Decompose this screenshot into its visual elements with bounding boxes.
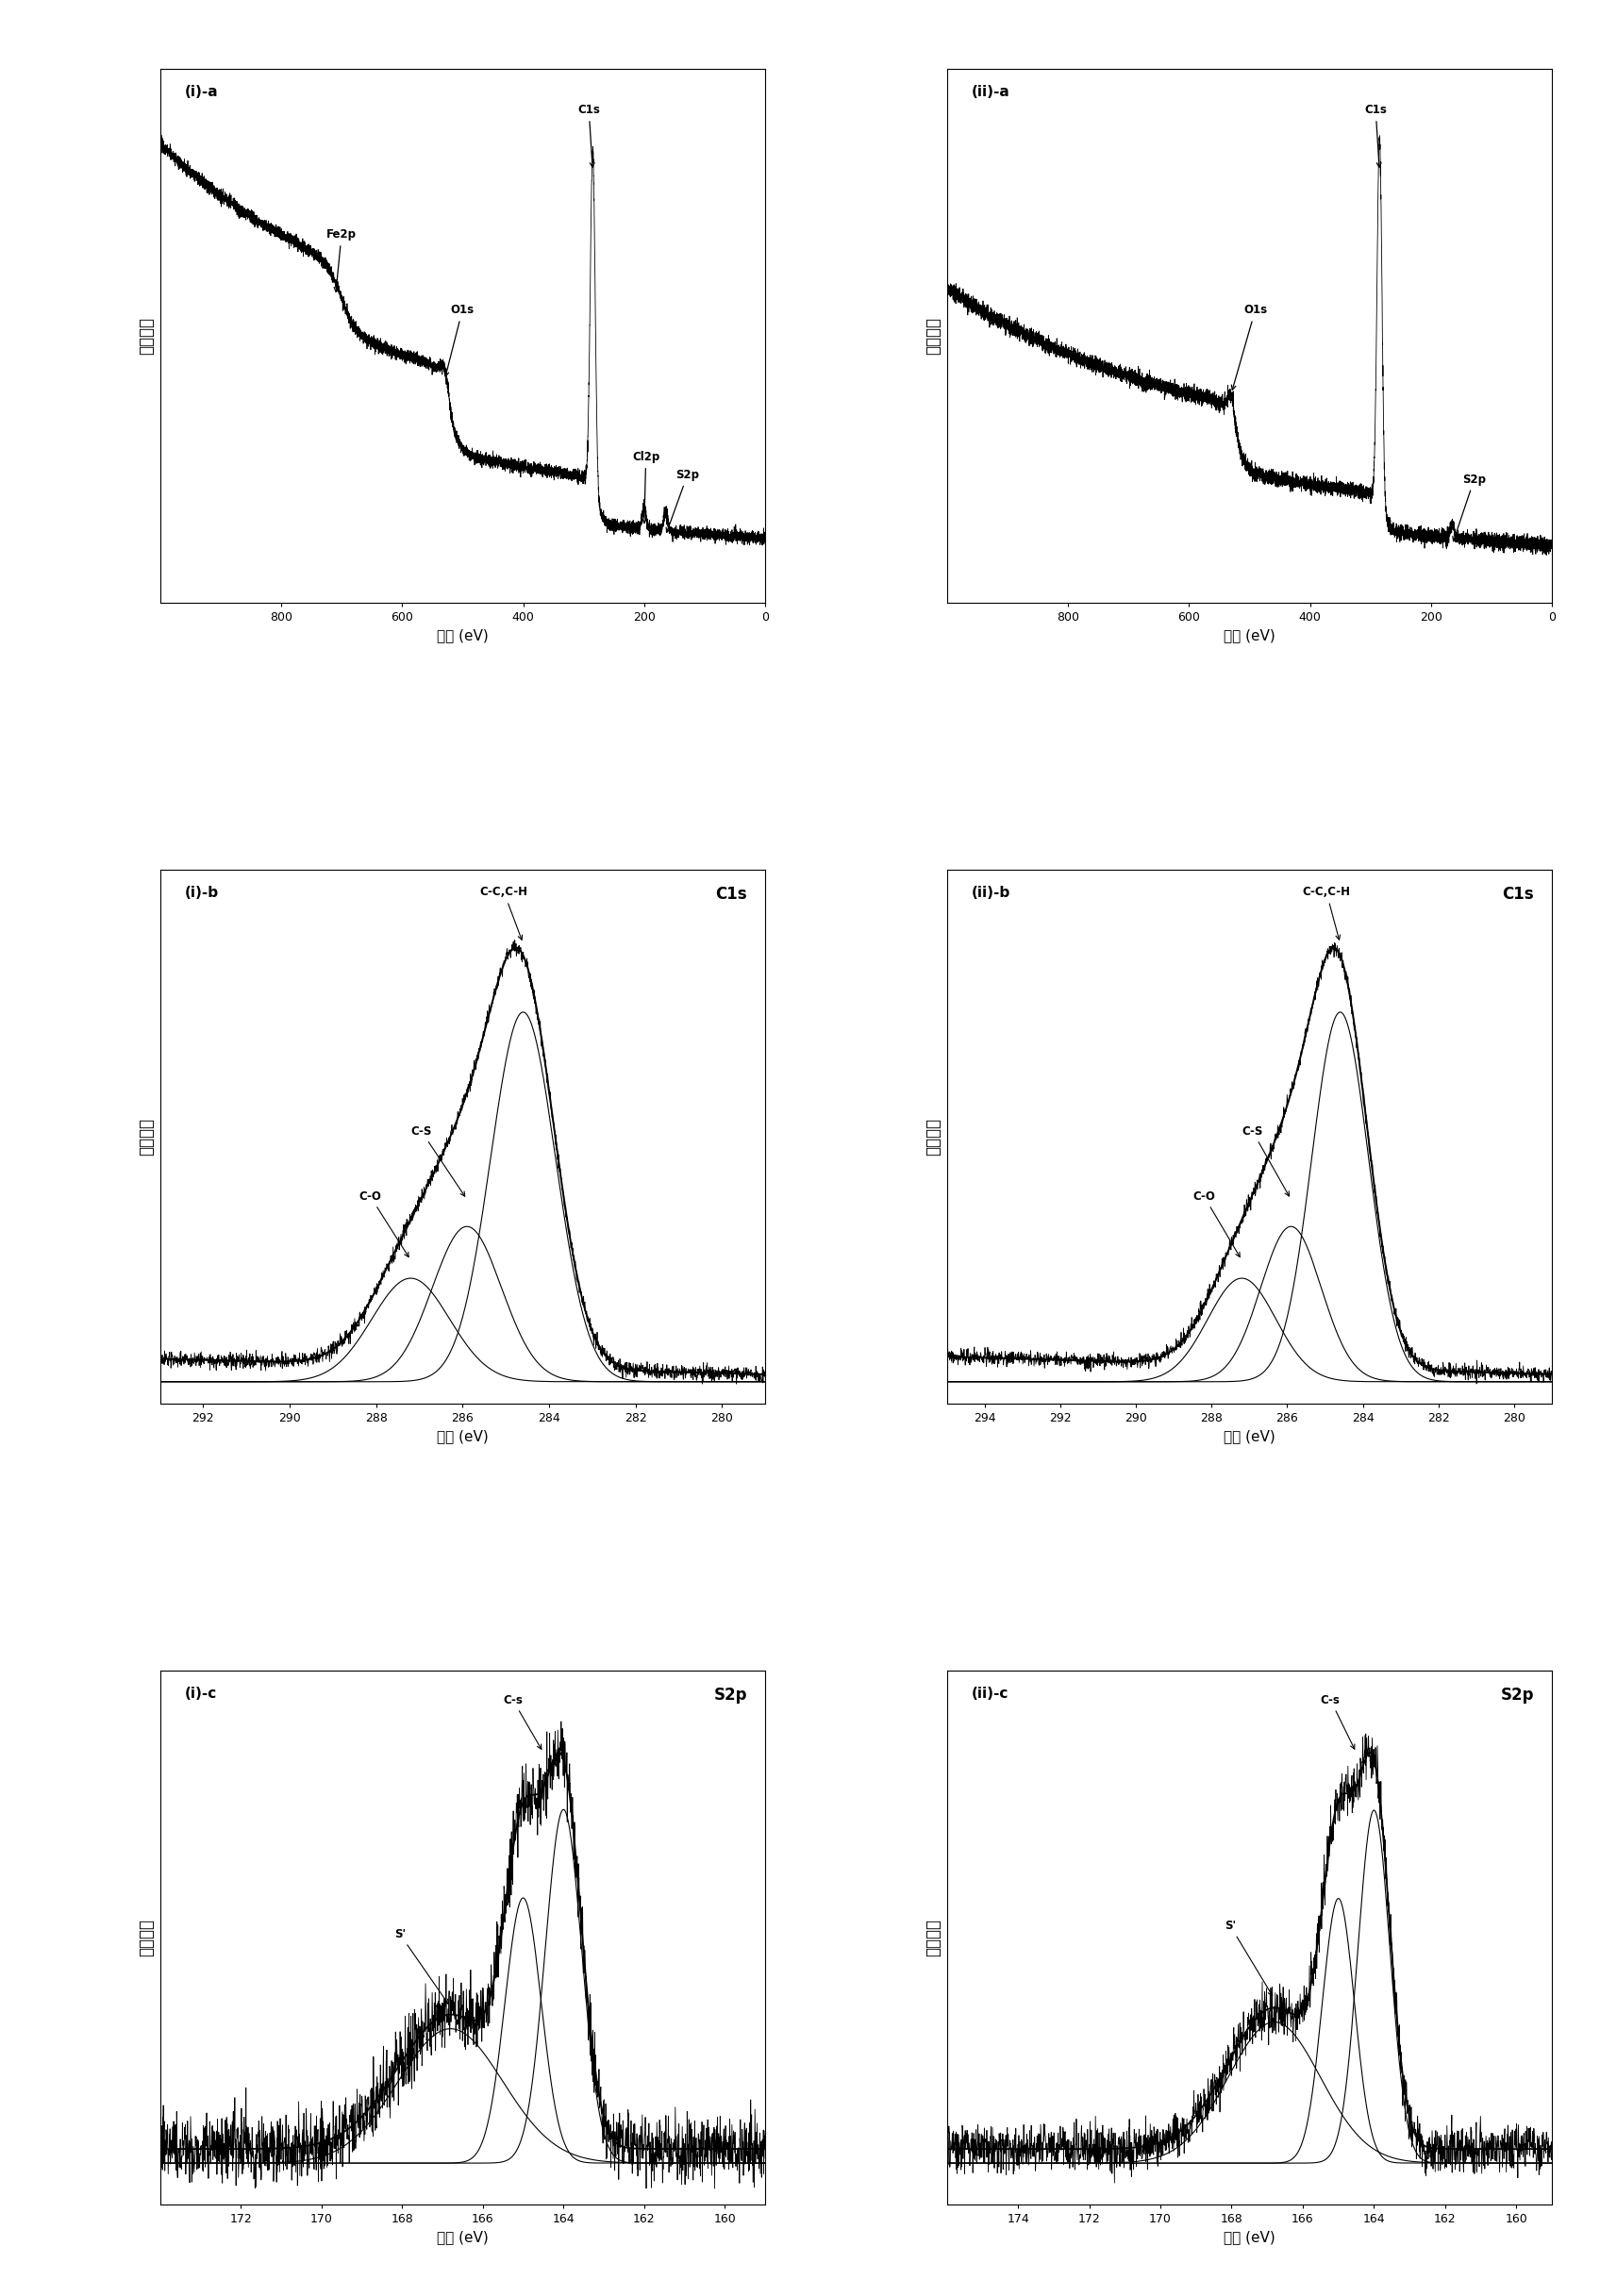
Text: C1s: C1s — [715, 886, 747, 902]
Y-axis label: 相对强度: 相对强度 — [138, 1118, 155, 1155]
Text: C-S: C-S — [1242, 1125, 1290, 1196]
Text: S2p: S2p — [714, 1685, 747, 1704]
Text: C-S: C-S — [411, 1125, 466, 1196]
Text: Fe2p: Fe2p — [326, 230, 357, 292]
X-axis label: 键能 (eV): 键能 (eV) — [437, 629, 488, 643]
Text: (i)-c: (i)-c — [184, 1685, 216, 1701]
Y-axis label: 相对强度: 相对强度 — [925, 1919, 941, 1956]
Text: C1s: C1s — [1502, 886, 1534, 902]
Text: O1s: O1s — [445, 303, 474, 377]
Y-axis label: 相对强度: 相对强度 — [138, 1919, 155, 1956]
Y-axis label: 相对强度: 相对强度 — [925, 317, 941, 354]
Text: S2p: S2p — [666, 468, 699, 533]
X-axis label: 键能 (eV): 键能 (eV) — [1224, 629, 1275, 643]
Text: O1s: O1s — [1232, 303, 1267, 390]
Text: C1s: C1s — [1365, 103, 1387, 168]
Text: (ii)-a: (ii)-a — [971, 85, 1010, 99]
Y-axis label: 相对强度: 相对强度 — [138, 317, 155, 354]
Text: C-C,C-H: C-C,C-H — [1302, 886, 1350, 939]
Text: S': S' — [1224, 1919, 1272, 1995]
X-axis label: 键能 (eV): 键能 (eV) — [437, 1430, 488, 1444]
X-axis label: 键能 (eV): 键能 (eV) — [1224, 1430, 1275, 1444]
Text: C-s: C-s — [1320, 1694, 1355, 1750]
X-axis label: 键能 (eV): 键能 (eV) — [1224, 2229, 1275, 2243]
Y-axis label: 相对强度: 相对强度 — [925, 1118, 941, 1155]
Text: (ii)-b: (ii)-b — [971, 886, 1010, 900]
Text: (ii)-c: (ii)-c — [971, 1685, 1008, 1701]
Text: S2p: S2p — [1453, 473, 1486, 542]
Text: S': S' — [394, 1929, 448, 2004]
Text: C-s: C-s — [502, 1694, 541, 1750]
Text: S2p: S2p — [1501, 1685, 1534, 1704]
Text: Cl2p: Cl2p — [632, 450, 659, 523]
Text: C-O: C-O — [1192, 1189, 1240, 1256]
Text: (i)-a: (i)-a — [184, 85, 218, 99]
Text: (i)-b: (i)-b — [184, 886, 218, 900]
Text: C-O: C-O — [358, 1189, 408, 1256]
X-axis label: 键能 (eV): 键能 (eV) — [437, 2229, 488, 2243]
Text: C-C,C-H: C-C,C-H — [480, 886, 528, 939]
Text: C1s: C1s — [578, 103, 600, 168]
